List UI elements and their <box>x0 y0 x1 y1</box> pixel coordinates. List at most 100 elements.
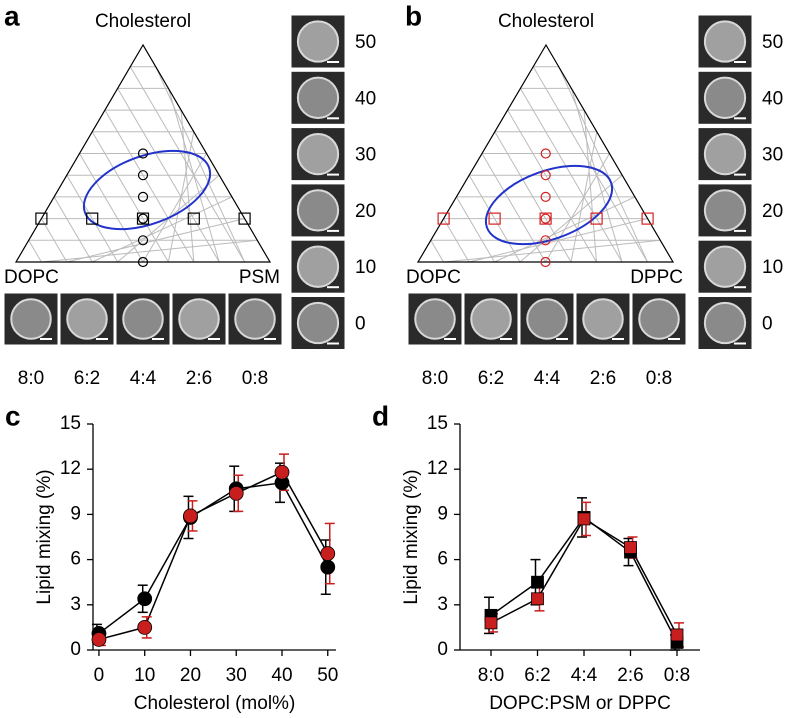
image-label: 20 <box>355 201 376 222</box>
vesicle <box>296 301 340 345</box>
y-tick-label: 15 <box>60 413 81 434</box>
y-tick-label: 3 <box>437 594 448 615</box>
image-label: 50 <box>355 32 376 53</box>
ternary-grid <box>104 109 195 263</box>
image-label: 10 <box>762 257 783 278</box>
vesicle <box>470 298 512 340</box>
ternary-grid <box>468 174 521 263</box>
y-tick-label: 12 <box>427 458 448 479</box>
apex-label: Cholesterol <box>498 11 594 32</box>
ternary-grid <box>430 240 444 263</box>
image-label: 50 <box>762 32 783 53</box>
vesicle <box>638 298 680 340</box>
series-line <box>98 481 329 635</box>
ternary-grid <box>545 153 610 263</box>
composition-circle <box>137 256 149 268</box>
point <box>670 628 684 642</box>
right-label: DPPC <box>630 267 683 288</box>
series-line <box>98 471 329 641</box>
composition-circle <box>137 170 149 181</box>
image-label: 6:2 <box>74 368 100 389</box>
image-label: 0:8 <box>242 368 268 389</box>
image-label: 10 <box>355 257 376 278</box>
point <box>531 592 544 606</box>
point <box>274 464 290 480</box>
composition-circle <box>137 235 149 246</box>
panel-label: d <box>372 400 389 431</box>
vesicle <box>526 298 568 340</box>
vesicle <box>703 189 747 232</box>
vesicle <box>703 245 747 288</box>
composition-circle <box>137 191 149 202</box>
composition-square <box>488 212 501 225</box>
x-tick-label: 10 <box>134 665 155 686</box>
composition-circle <box>137 148 149 159</box>
ternary-grid <box>155 66 246 263</box>
x-tick-label: 0:8 <box>664 665 690 686</box>
vesicle <box>122 298 164 340</box>
image-label: 30 <box>762 145 783 166</box>
composition-circle <box>540 235 551 246</box>
ternary-frame <box>416 43 675 263</box>
ternary-grid <box>455 196 495 263</box>
ternary-grid <box>570 131 598 263</box>
ternary-grid <box>167 88 220 263</box>
x-tick-label: 4:4 <box>571 665 598 686</box>
vesicle <box>296 189 340 232</box>
x-axis-title: DOPC:PSM or DPPC <box>489 693 671 714</box>
image-label: 2:6 <box>186 368 212 389</box>
ternary-frame <box>14 43 272 263</box>
y-tick-label: 6 <box>70 549 81 570</box>
left-label: DOPC <box>406 267 461 288</box>
x-tick-label: 20 <box>180 665 201 686</box>
composition-square <box>136 212 150 225</box>
vesicle <box>414 298 456 340</box>
phase-boundary <box>484 164 614 246</box>
x-tick-label: 8:0 <box>478 665 504 686</box>
vesicle <box>234 298 276 340</box>
y-tick-label: 6 <box>437 549 448 570</box>
ternary-grid <box>558 66 648 263</box>
right-label: PSM <box>239 267 280 288</box>
composition-square <box>187 212 200 225</box>
ternary-grid <box>28 240 42 263</box>
image-label: 20 <box>762 201 783 222</box>
point <box>531 575 544 589</box>
composition-square <box>539 212 552 225</box>
image-label: 8:0 <box>422 368 448 389</box>
vesicle <box>296 20 340 63</box>
panel-label: a <box>4 0 20 31</box>
point <box>183 508 198 524</box>
vesicle <box>703 132 747 176</box>
image-label: 6:2 <box>478 368 504 389</box>
panel-label: b <box>405 0 422 31</box>
vesicle <box>703 301 747 345</box>
composition-square <box>641 212 654 225</box>
x-tick-label: 6:2 <box>524 665 550 686</box>
x-tick-label: 2:6 <box>617 665 643 686</box>
vesicle <box>296 245 340 288</box>
vesicle <box>66 298 108 340</box>
y-tick-label: 12 <box>60 458 81 479</box>
ternary-grid <box>66 174 119 263</box>
point <box>320 559 336 575</box>
ternary-grid <box>180 110 195 263</box>
left-label: DOPC <box>4 267 59 288</box>
image-label: 2:6 <box>590 368 616 389</box>
point <box>137 591 153 607</box>
composition-circle <box>540 213 551 224</box>
vesicle <box>703 20 747 63</box>
image-label: 0:8 <box>646 368 672 389</box>
composition-circle <box>540 256 551 268</box>
image-label: 0 <box>355 314 366 335</box>
vesicle <box>296 132 340 176</box>
ternary-grid <box>79 153 144 263</box>
y-tick-label: 0 <box>437 639 448 660</box>
composition-circle <box>540 148 551 159</box>
ternary-grid <box>443 218 470 263</box>
composition-square <box>437 212 450 225</box>
x-tick-label: 30 <box>226 665 247 686</box>
y-tick-label: 0 <box>70 639 81 660</box>
x-tick-label: 40 <box>271 665 292 686</box>
